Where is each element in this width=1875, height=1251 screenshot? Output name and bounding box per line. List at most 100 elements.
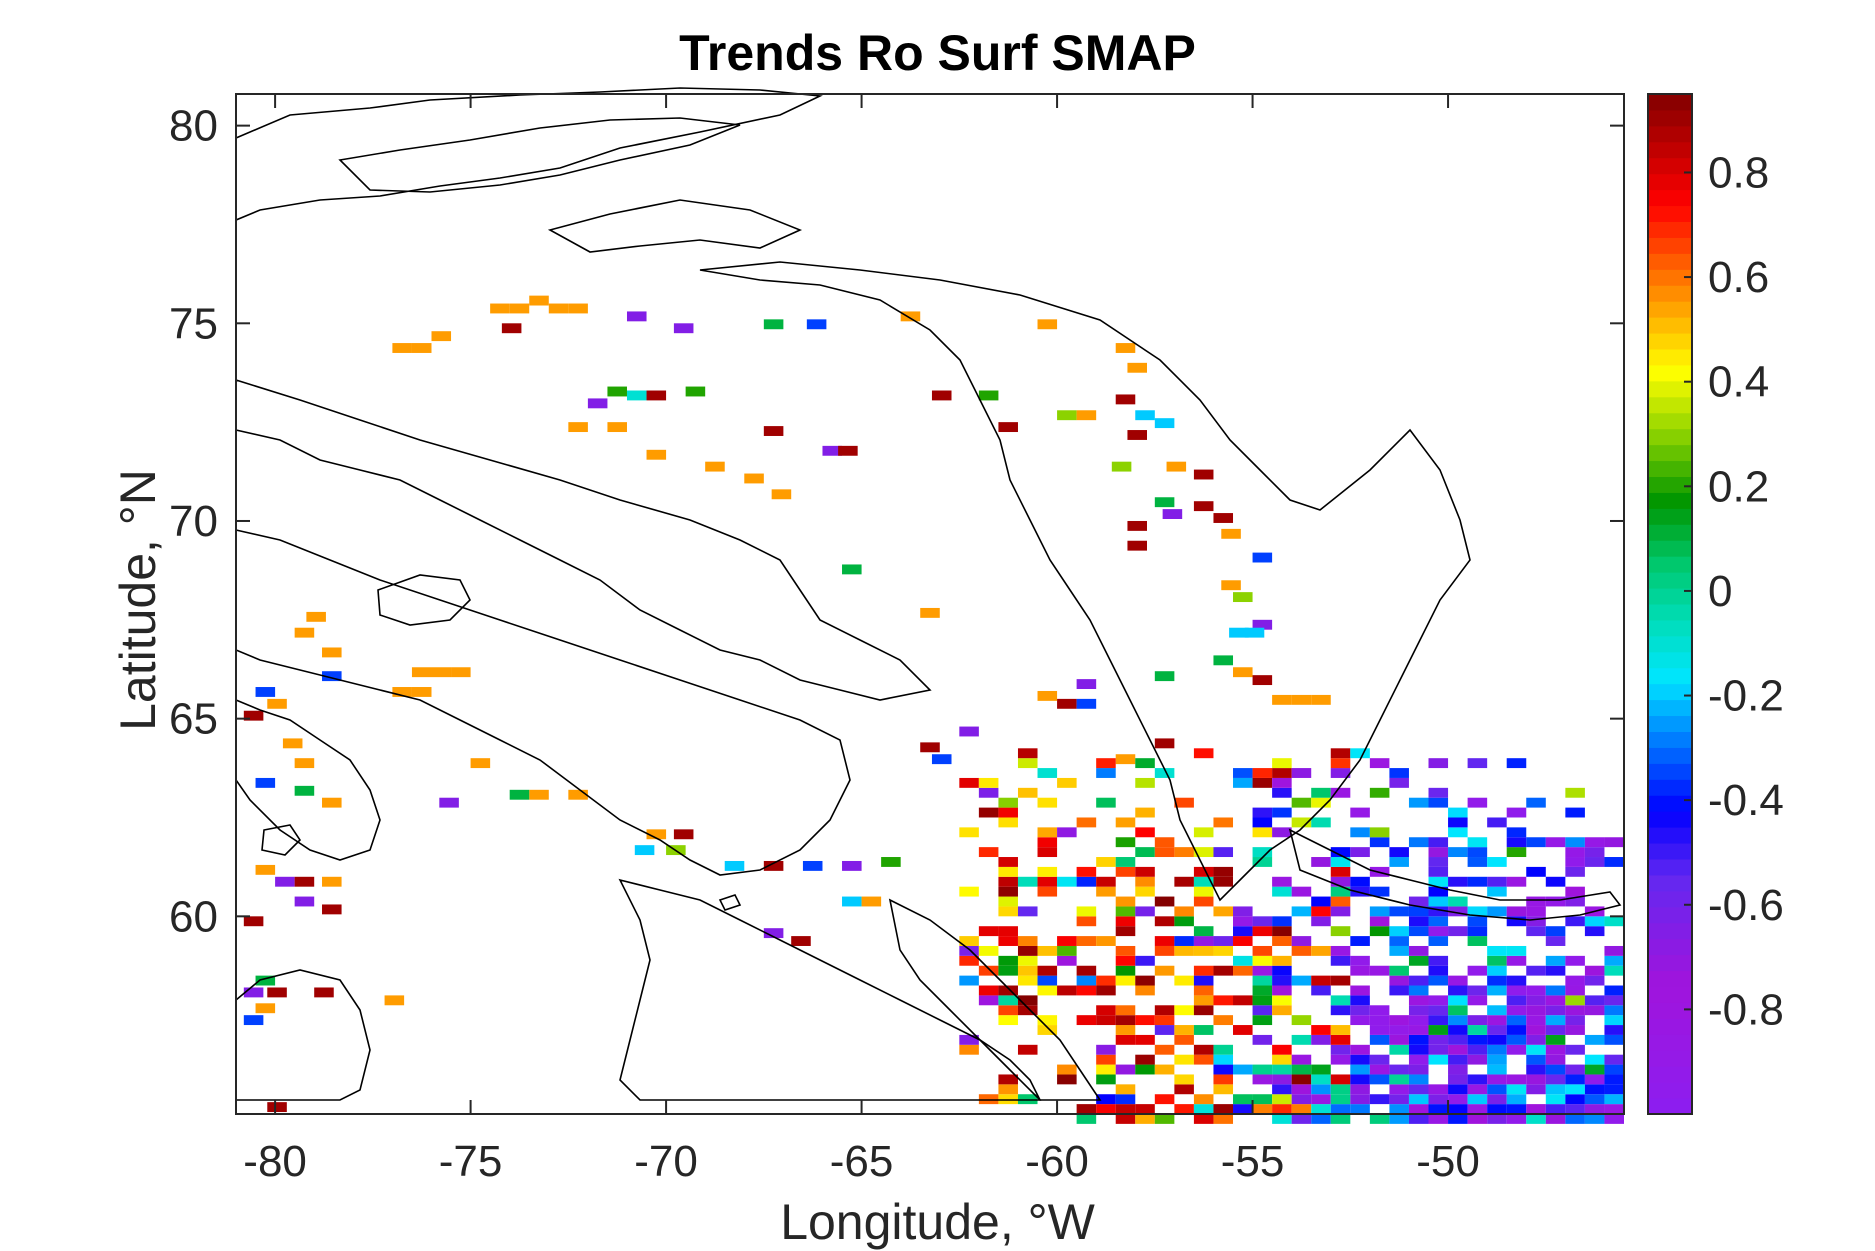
chart-title: Trends Ro Surf SMAP xyxy=(679,25,1196,81)
data-cell xyxy=(1408,1064,1429,1075)
data-cell xyxy=(1350,807,1370,818)
data-cell xyxy=(1076,906,1097,917)
data-cell xyxy=(255,777,276,788)
data-cell xyxy=(1252,1074,1273,1085)
data-cell xyxy=(1115,866,1136,877)
data-cell xyxy=(1389,1104,1409,1114)
colorbar-segment xyxy=(1648,874,1692,892)
data-cell xyxy=(1408,1015,1429,1026)
data-cell xyxy=(1584,926,1605,937)
data-cell xyxy=(1526,1084,1546,1095)
data-cell xyxy=(998,896,1018,907)
data-cell xyxy=(1330,886,1351,897)
data-cell xyxy=(294,785,315,796)
x-tick-label: -75 xyxy=(439,1137,503,1186)
colorbar-segment xyxy=(1648,619,1692,637)
data-cell xyxy=(243,710,264,721)
data-cell xyxy=(1448,1015,1468,1026)
data-cell xyxy=(1037,975,1058,986)
data-cell xyxy=(1115,1015,1136,1026)
data-cell xyxy=(1389,1074,1409,1085)
data-cell xyxy=(1389,985,1409,996)
data-cell xyxy=(1350,1074,1370,1085)
data-cell xyxy=(1193,926,1214,937)
data-cell xyxy=(1154,1005,1175,1016)
data-cell xyxy=(1252,552,1273,563)
data-cell xyxy=(1526,916,1546,927)
data-cell xyxy=(1350,1104,1370,1114)
colorbar-segment xyxy=(1648,588,1692,605)
data-cell xyxy=(1233,777,1253,788)
data-cell xyxy=(1428,936,1449,946)
data-cell xyxy=(1428,758,1449,769)
colorbar-tick-label: -0.6 xyxy=(1708,881,1784,930)
data-cell xyxy=(1330,857,1351,867)
data-cell xyxy=(1252,985,1273,996)
data-cell xyxy=(1330,768,1351,778)
data-cell xyxy=(411,343,432,353)
data-cell xyxy=(1408,955,1429,966)
data-cell xyxy=(1467,1025,1488,1035)
data-cell xyxy=(1221,580,1241,591)
data-cell xyxy=(1408,1094,1429,1105)
data-cell xyxy=(1506,916,1527,927)
colorbar-segment xyxy=(1648,715,1692,732)
data-cell xyxy=(1233,1104,1253,1114)
colorbar-segment xyxy=(1648,125,1692,143)
data-cell xyxy=(1330,847,1351,858)
data-cell xyxy=(1213,906,1234,917)
data-cell xyxy=(1311,1064,1331,1075)
data-cell xyxy=(1037,965,1058,976)
data-cell xyxy=(1154,418,1175,429)
data-cell xyxy=(1037,827,1058,838)
data-cell xyxy=(626,311,647,322)
data-cell xyxy=(1565,847,1585,858)
data-cell xyxy=(861,896,882,907)
data-cell xyxy=(1487,1104,1507,1114)
data-cell xyxy=(1526,837,1546,848)
data-cell xyxy=(470,758,491,769)
data-cell xyxy=(1448,1094,1468,1105)
data-cell xyxy=(1127,540,1147,551)
data-cell xyxy=(1076,866,1097,877)
data-cell xyxy=(1506,1084,1527,1095)
data-cell xyxy=(1272,1114,1292,1124)
data-cell xyxy=(1076,410,1097,421)
data-cell xyxy=(1017,787,1038,798)
colorbar-segment xyxy=(1648,317,1692,334)
data-cell xyxy=(1604,1104,1624,1114)
data-cell xyxy=(1017,1094,1038,1105)
coastline-ellesmere xyxy=(235,87,823,222)
data-cell xyxy=(1115,975,1136,986)
data-cell xyxy=(1389,847,1409,858)
data-cell xyxy=(1193,827,1214,838)
data-cell xyxy=(1545,1034,1566,1045)
colorbar-segment xyxy=(1648,1002,1692,1019)
data-cell xyxy=(1076,698,1097,709)
colorbar-segment xyxy=(1648,237,1692,254)
data-cell xyxy=(1154,1044,1175,1055)
data-cell xyxy=(1487,886,1507,897)
data-cell xyxy=(998,1084,1018,1095)
data-cell xyxy=(1233,926,1253,937)
data-cell xyxy=(1330,876,1351,887)
data-cell xyxy=(1369,906,1390,917)
data-cell xyxy=(1213,876,1234,887)
data-cell xyxy=(490,303,510,314)
data-cell xyxy=(1526,1044,1546,1055)
data-cell xyxy=(1330,1114,1351,1124)
data-cell xyxy=(1291,1015,1312,1026)
colorbar-segment xyxy=(1648,508,1692,525)
data-cell xyxy=(1487,876,1507,887)
data-cell xyxy=(1115,1104,1136,1114)
data-cell xyxy=(1017,876,1038,887)
data-cell xyxy=(1428,1054,1449,1065)
data-cell xyxy=(1506,876,1527,887)
data-cell xyxy=(607,422,627,433)
colorbar-segment xyxy=(1648,906,1692,924)
colorbar-segment xyxy=(1648,635,1692,653)
data-cell xyxy=(1467,1015,1488,1026)
data-cell xyxy=(255,864,276,875)
data-cell xyxy=(1330,906,1351,917)
data-cell xyxy=(1526,926,1546,937)
